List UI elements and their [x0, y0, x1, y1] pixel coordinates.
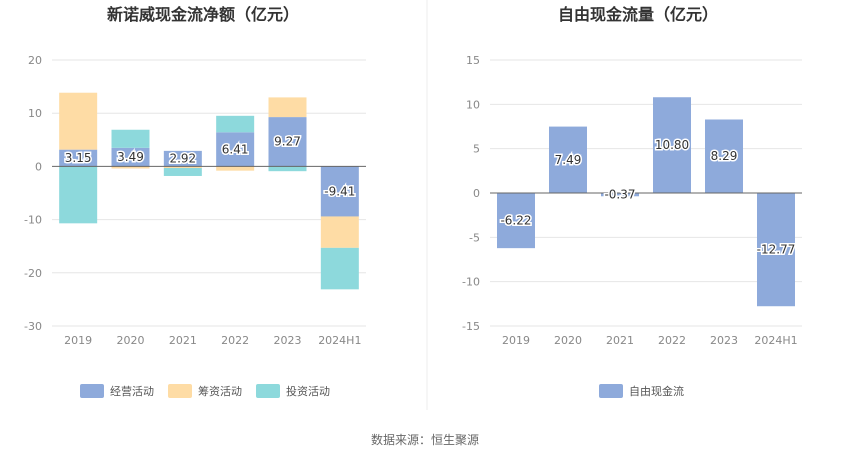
bar: [59, 92, 98, 150]
bar: [163, 167, 202, 176]
x-tick-label: 2024H1: [318, 334, 361, 347]
y-tick-label: -10: [24, 214, 42, 227]
bar: [111, 166, 150, 169]
bar: [705, 119, 743, 193]
bar: [163, 150, 202, 167]
y-tick-label: 20: [28, 54, 42, 67]
bar: [59, 166, 98, 224]
bar: [111, 147, 150, 167]
bar: [497, 193, 535, 249]
legend-swatch: [599, 384, 623, 398]
chart-title: 自由现金流量（亿元）: [558, 5, 718, 24]
bar: [268, 166, 307, 172]
legend-swatch: [168, 384, 192, 398]
x-tick-label: 2023: [274, 334, 302, 347]
x-tick-label: 2020: [117, 334, 145, 347]
x-tick-label: 2021: [169, 334, 197, 347]
bar: [268, 97, 307, 118]
y-tick-label: -5: [469, 231, 480, 244]
data-label: 10.80: [655, 138, 689, 152]
data-label: -6.22: [500, 214, 531, 228]
cash-flow-net-chart: 新诺威现金流净额（亿元） 20 10 0 -10 -20 -30 3.15 3.49 2.92 6…: [24, 5, 366, 398]
bar: [216, 132, 255, 167]
y-tick-label: 0: [35, 160, 42, 173]
bar: [601, 193, 639, 197]
y-tick-label: -10: [462, 276, 480, 289]
data-label: -0.37: [604, 188, 635, 202]
bar: [653, 97, 691, 193]
data-label: 2.92: [169, 152, 196, 166]
y-tick-label: 5: [473, 143, 480, 156]
data-label: -12.77: [757, 243, 796, 257]
data-label: 9.27: [274, 135, 301, 149]
data-label: 3.15: [65, 151, 92, 165]
x-tick-label: 2022: [658, 334, 686, 347]
bar: [549, 126, 587, 193]
legend-swatch: [256, 384, 280, 398]
bar: [216, 166, 255, 171]
y-tick-label: -20: [24, 267, 42, 280]
chart-title: 新诺威现金流净额（亿元）: [107, 5, 299, 24]
free-cash-flow-chart: 自由现金流量（亿元） 15 10 5 0 -5 -10 -15 -6.22 7.49 -0.37 1…: [462, 5, 802, 398]
data-label: 3.49: [117, 150, 144, 164]
bar: [320, 247, 359, 290]
legend-swatch: [80, 384, 104, 398]
legend-label: 经营活动: [110, 384, 154, 398]
y-tick-label: -15: [462, 320, 480, 333]
x-tick-label: 2019: [64, 334, 92, 347]
y-tick-label: 10: [466, 98, 480, 111]
bar: [59, 149, 98, 167]
x-tick-label: 2019: [502, 334, 530, 347]
x-tick-label: 2022: [221, 334, 249, 347]
x-tick-label: 2020: [554, 334, 582, 347]
source-note: 数据来源：恒生聚源: [371, 432, 479, 447]
data-label: 8.29: [711, 149, 738, 163]
x-tick-label: 2023: [710, 334, 738, 347]
data-label: 6.41: [222, 142, 249, 156]
bar: [111, 129, 150, 148]
y-tick-label: 10: [28, 107, 42, 120]
y-tick-label: -30: [24, 320, 42, 333]
bar: [268, 117, 307, 167]
data-label: -9.41: [324, 184, 355, 198]
bar: [320, 166, 359, 217]
legend-label: 投资活动: [286, 384, 330, 398]
y-tick-label: 15: [466, 54, 480, 67]
bar: [320, 216, 359, 248]
x-tick-label: 2024H1: [754, 334, 797, 347]
x-tick-label: 2021: [606, 334, 634, 347]
legend-label: 筹资活动: [198, 384, 242, 398]
bar: [216, 115, 255, 133]
data-label: 7.49: [555, 153, 582, 167]
legend-label: 自由现金流: [629, 384, 684, 398]
bar: [163, 166, 202, 168]
y-tick-label: 0: [473, 187, 480, 200]
bar: [757, 193, 795, 307]
